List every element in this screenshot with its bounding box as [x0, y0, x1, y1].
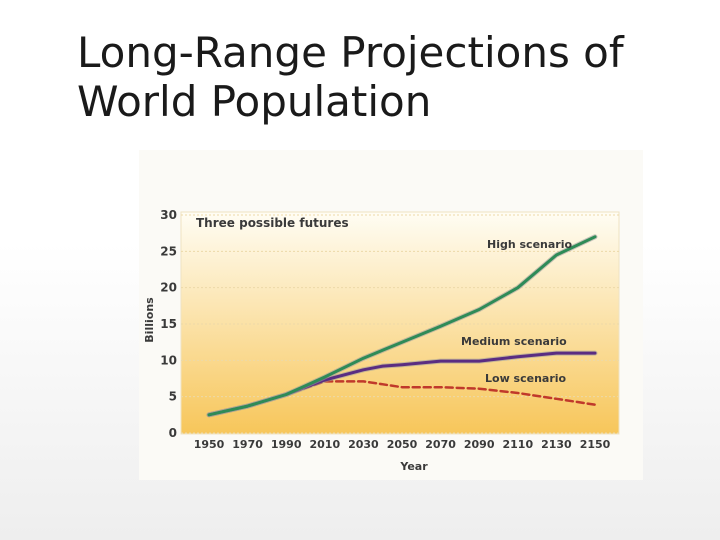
chart-title: Three possible futures — [196, 216, 349, 230]
x-axis-ticks: 1950 1970 1990 2010 2030 2050 2070 2090 2110 2130… — [194, 438, 611, 451]
x-tick-label: 2150 — [580, 438, 611, 451]
x-tick-label: 2050 — [387, 438, 418, 451]
x-axis-label: Year — [399, 460, 428, 473]
y-tick-label: 25 — [160, 244, 177, 258]
x-tick-label: 1970 — [232, 438, 263, 451]
x-tick-label: 2070 — [425, 438, 456, 451]
population-chart: 0 5 10 15 20 25 30 1950 1970 1990 2010 2030 2050 207… — [139, 150, 643, 480]
x-tick-label: 2130 — [541, 438, 572, 451]
y-axis-ticks: 0 5 10 15 20 25 30 — [160, 208, 177, 440]
series-lines — [206, 234, 598, 418]
x-tick-label: 1990 — [271, 438, 302, 451]
y-tick-label: 20 — [160, 281, 177, 295]
slide-title: Long-Range Projections of World Populati… — [77, 28, 697, 126]
x-tick-label: 2090 — [464, 438, 495, 451]
slide-title-line-2: World Population — [77, 77, 432, 126]
y-tick-label: 15 — [160, 317, 177, 331]
y-tick-label: 5 — [169, 390, 177, 404]
x-tick-label: 2030 — [348, 438, 379, 451]
y-tick-label: 0 — [169, 426, 177, 440]
y-tick-label: 10 — [160, 353, 177, 367]
series-line-high-scenario — [207, 235, 597, 417]
series-label-low: Low scenario — [485, 372, 567, 385]
slide-title-line-1: Long-Range Projections of — [77, 28, 624, 77]
y-axis-label: Billions — [143, 297, 156, 343]
series-label-medium: Medium scenario — [461, 335, 567, 348]
x-tick-label: 1950 — [194, 438, 225, 451]
x-tick-label: 2110 — [502, 438, 533, 451]
series-label-high: High scenario — [487, 238, 572, 251]
y-tick-label: 30 — [160, 208, 177, 222]
x-tick-label: 2010 — [309, 438, 340, 451]
